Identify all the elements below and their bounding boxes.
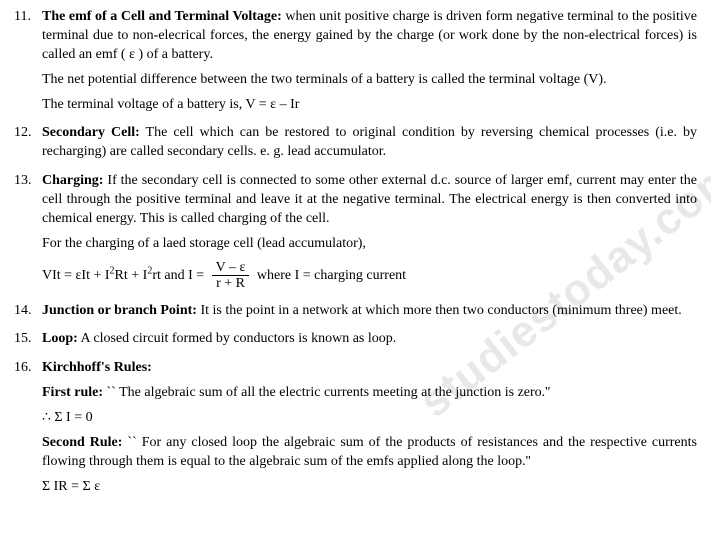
rule-text: `` The algebraic sum of all the electric… [107,385,551,400]
paragraph: Second Rule: `` For any closed loop the … [42,434,697,472]
paragraph: Charging: If the secondary cell is conne… [42,172,697,229]
list-item-13: 13. Charging: If the secondary cell is c… [14,172,697,297]
fraction-numerator: V – ε [212,260,250,276]
item-title: Charging: [42,173,103,188]
formula-part: Rt + I [115,268,148,283]
item-content: Charging: If the secondary cell is conne… [42,172,697,297]
list-item-12: 12. Secondary Cell: The cell which can b… [14,124,697,168]
paragraph: Junction or branch Point: It is the poin… [42,302,697,321]
item-content: Kirchhoff's Rules: First rule: `` The al… [42,359,697,502]
item-number: 16. [14,359,42,502]
item-content: Junction or branch Point: It is the poin… [42,302,697,327]
formula: Σ IR = Σ ε [42,478,697,497]
formula: VIt = εIt + I2Rt + I2rt and I = V – ε r … [42,260,697,292]
item-number: 14. [14,302,42,327]
paragraph: For the charging of a laed storage cell … [42,235,697,254]
paragraph: Kirchhoff's Rules: [42,359,697,378]
list-item-16: 16. Kirchhoff's Rules: First rule: `` Th… [14,359,697,502]
list-item-14: 14. Junction or branch Point: It is the … [14,302,697,327]
paragraph: Loop: A closed circuit formed by conduct… [42,330,697,349]
item-title: Secondary Cell: [42,125,140,140]
item-title: The emf of a Cell and Terminal Voltage: [42,9,282,24]
paragraph: The emf of a Cell and Terminal Voltage: … [42,8,697,65]
item-title: Loop: [42,331,78,346]
list-item-11: 11. The emf of a Cell and Terminal Volta… [14,8,697,120]
formula: ∴ Σ I = 0 [42,409,697,428]
body-text: A closed circuit formed by conductors is… [81,331,397,346]
formula-part: rt and I = [152,268,204,283]
paragraph: The terminal voltage of a battery is, V … [42,96,697,115]
item-number: 13. [14,172,42,297]
item-number: 15. [14,330,42,355]
paragraph: The net potential difference between the… [42,71,697,90]
item-title: Kirchhoff's Rules: [42,360,152,375]
formula-part: VIt = εIt + I [42,268,110,283]
body-text: It is the point in a network at which mo… [200,303,681,318]
list-item-15: 15. Loop: A closed circuit formed by con… [14,330,697,355]
item-content: Loop: A closed circuit formed by conduct… [42,330,697,355]
paragraph: Secondary Cell: The cell which can be re… [42,124,697,162]
formula-part: where I = charging current [257,268,406,283]
item-number: 12. [14,124,42,168]
item-number: 11. [14,8,42,120]
item-title: Junction or branch Point: [42,303,197,318]
rule-label: First rule: [42,385,103,400]
paragraph: First rule: `` The algebraic sum of all … [42,384,697,403]
fraction-denominator: r + R [212,276,250,291]
item-content: Secondary Cell: The cell which can be re… [42,124,697,168]
body-text: The cell which can be restored to origin… [42,125,697,159]
body-text: If the secondary cell is connected to so… [42,173,697,226]
rule-text: `` For any closed loop the algebraic sum… [42,435,697,469]
item-content: The emf of a Cell and Terminal Voltage: … [42,8,697,120]
fraction: V – ε r + R [212,260,250,292]
rule-label: Second Rule: [42,435,122,450]
